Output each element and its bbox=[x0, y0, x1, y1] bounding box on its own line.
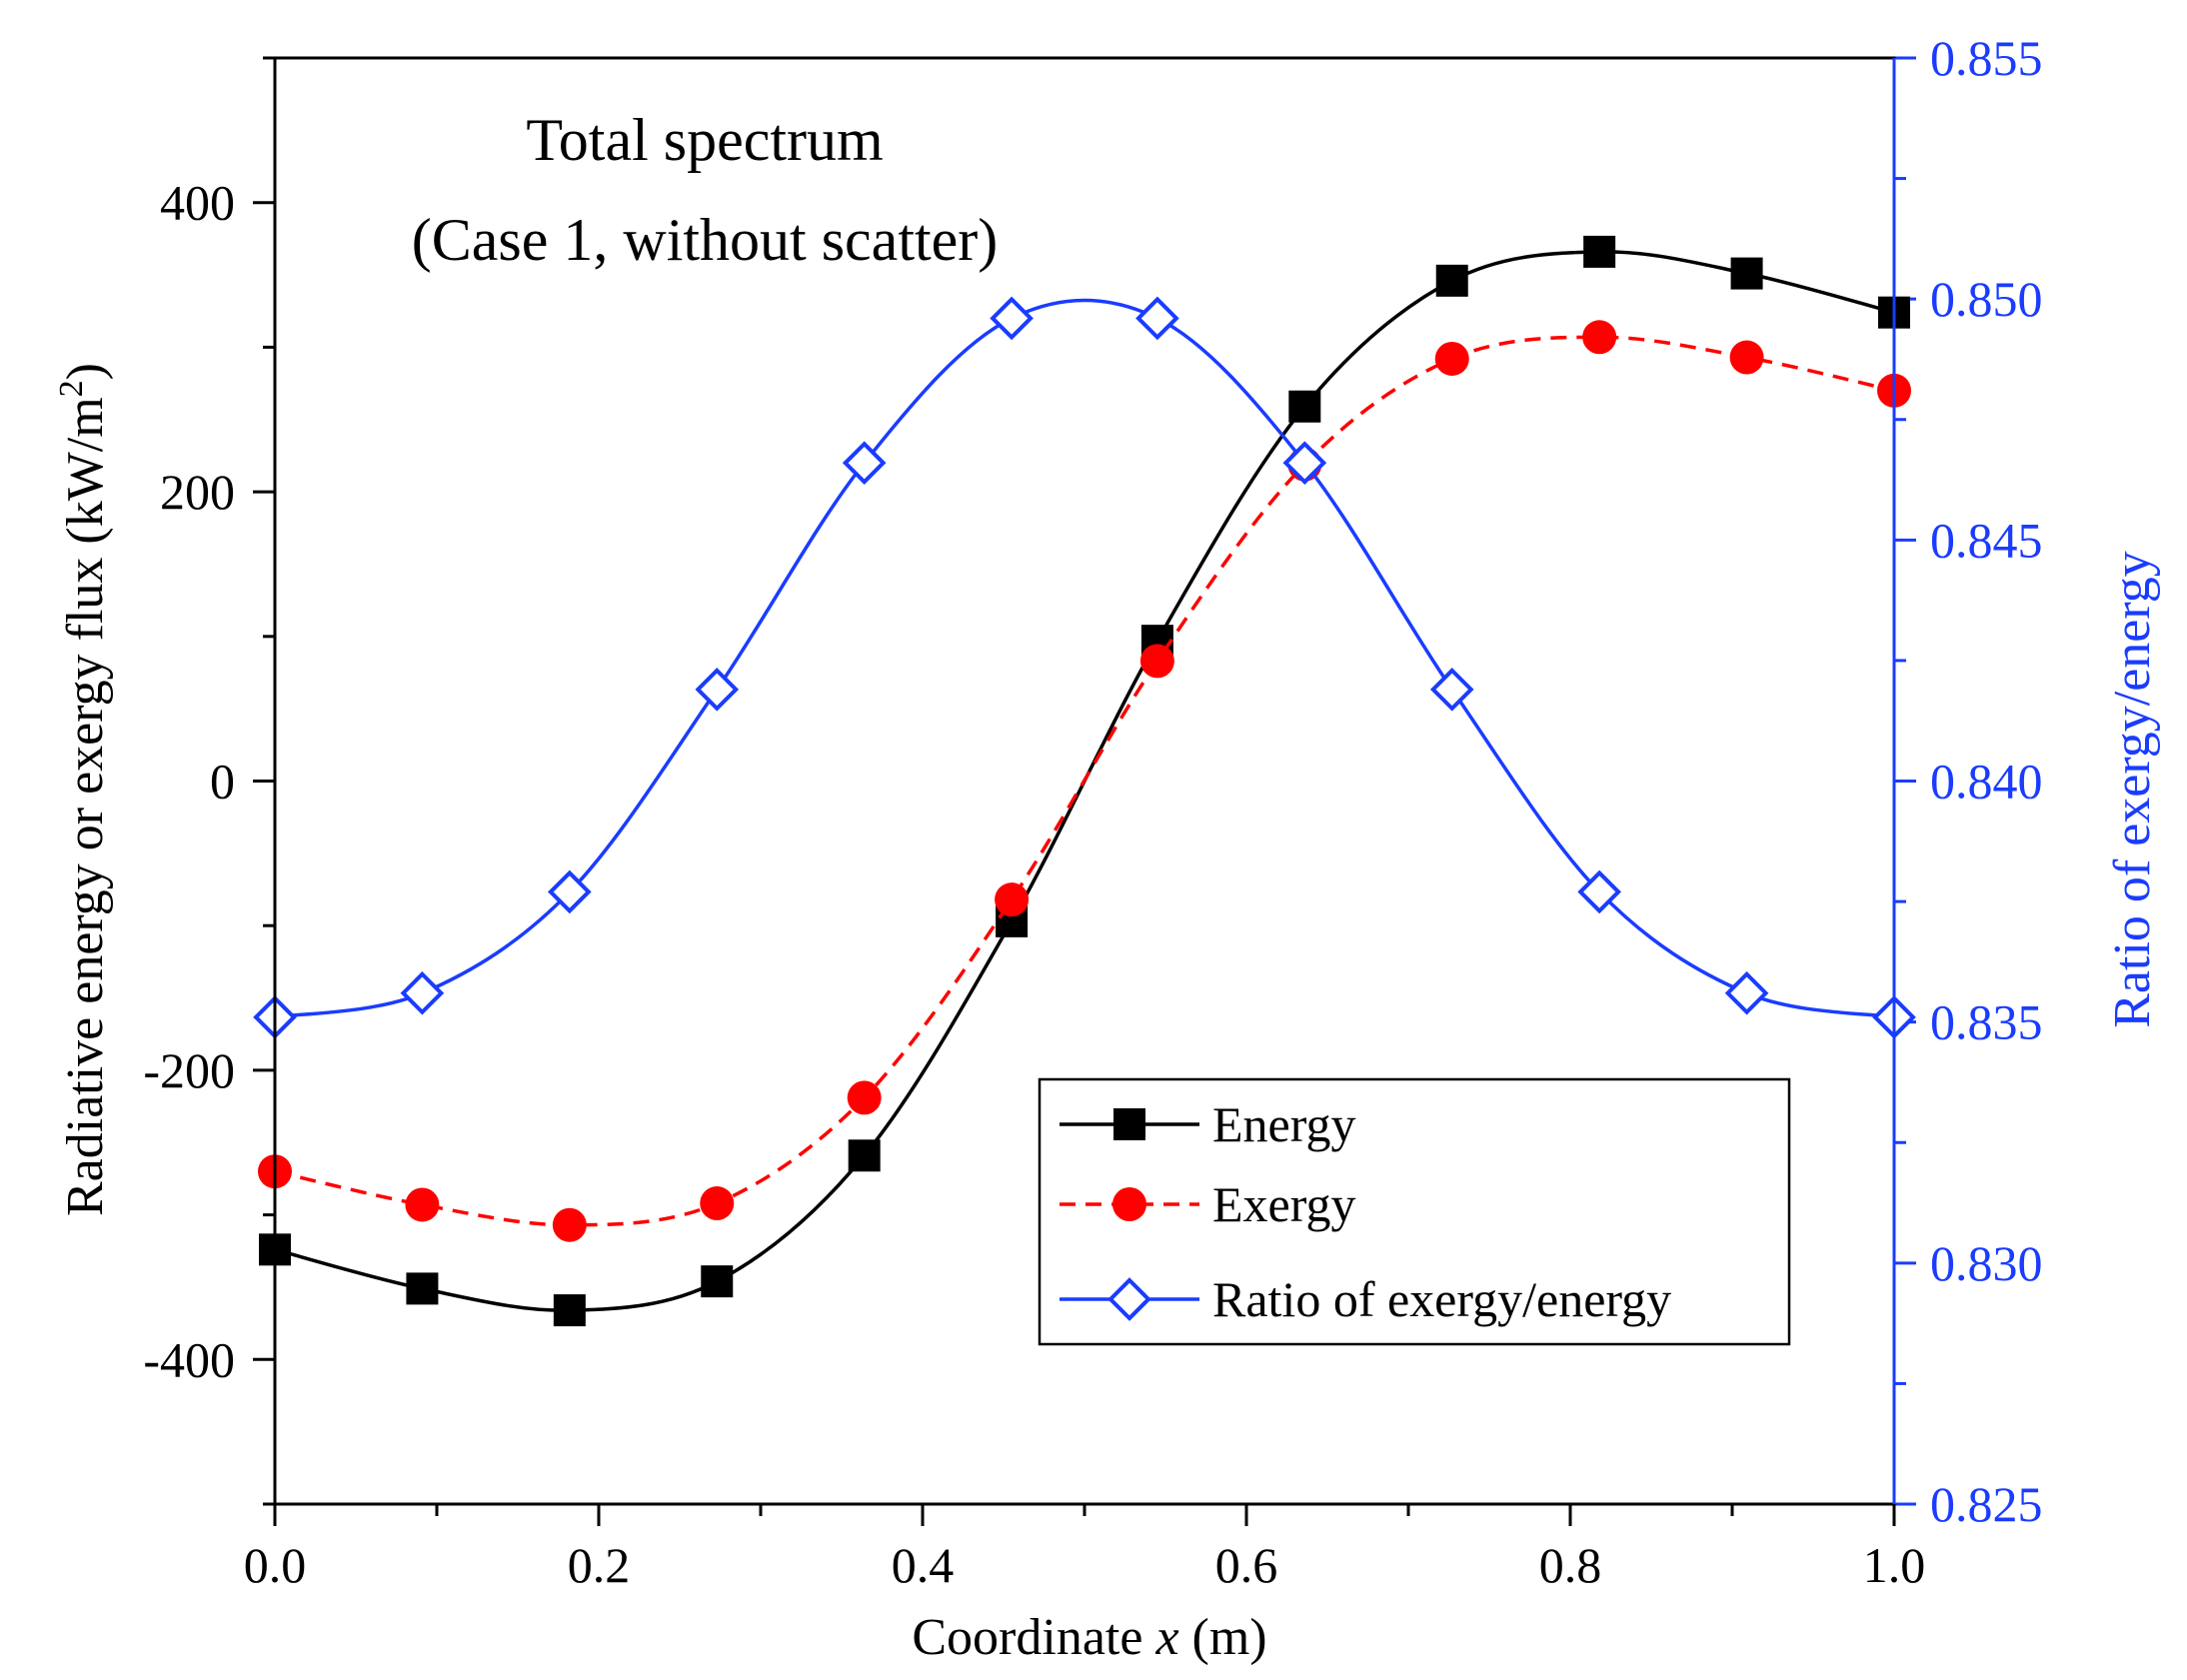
data-point bbox=[1435, 264, 1468, 297]
y2-tick-label: 0.840 bbox=[1930, 754, 2043, 810]
data-point bbox=[406, 1272, 439, 1305]
data-point bbox=[552, 1207, 587, 1242]
data-point bbox=[405, 1187, 440, 1222]
chart-subtitle: (Case 1, without scatter) bbox=[412, 207, 999, 273]
legend-item-energy: Energy bbox=[1060, 1096, 1355, 1152]
data-point bbox=[700, 1186, 735, 1221]
data-point bbox=[1434, 341, 1469, 376]
x-tick-label: 0.8 bbox=[1539, 1537, 1602, 1593]
chart-title: Total spectrum bbox=[526, 107, 883, 173]
data-point bbox=[1288, 390, 1321, 423]
y-axis-title: Radiative energy or exergy flux (kW/m2) bbox=[53, 363, 114, 1216]
x-tick-label: 0.2 bbox=[568, 1537, 631, 1593]
y2-axis-title: Ratio of exergy/energy bbox=[2104, 551, 2161, 1028]
data-point bbox=[1135, 296, 1179, 341]
y-tick-label: 0 bbox=[210, 754, 235, 810]
legend-ratio-marker bbox=[1107, 1277, 1151, 1321]
y2-tick-label: 0.855 bbox=[1930, 30, 2043, 86]
ticks-layer: 0.0 0.2 0.4 0.6 0.8 1.0 -400 -200 0 200 400 0.825 0.… bbox=[143, 30, 2042, 1593]
y2-tick-label: 0.835 bbox=[1930, 994, 2043, 1050]
y-axis-title-sup: 2 bbox=[53, 380, 90, 397]
data-point bbox=[548, 869, 592, 914]
y2-tick-label: 0.850 bbox=[1930, 271, 2043, 327]
data-point bbox=[1730, 257, 1763, 290]
x-axis-title-prefix: Coordinate bbox=[912, 1609, 1155, 1666]
data-point bbox=[995, 882, 1030, 917]
data-point bbox=[400, 970, 445, 1015]
legend-energy-marker bbox=[1113, 1108, 1145, 1140]
x-tick-label: 0.0 bbox=[244, 1537, 307, 1593]
legend-energy-label: Energy bbox=[1212, 1096, 1355, 1152]
x-axis-title: Coordinate x (m) bbox=[912, 1609, 1266, 1666]
data-point bbox=[701, 1265, 734, 1298]
legend-item-exergy: Exergy bbox=[1060, 1176, 1355, 1232]
data-point bbox=[990, 296, 1034, 341]
data-point bbox=[1429, 668, 1474, 712]
data-point bbox=[1582, 320, 1617, 355]
data-point bbox=[553, 1294, 586, 1327]
data-point bbox=[695, 668, 740, 712]
data-point bbox=[1729, 340, 1764, 375]
y-tick-label: 200 bbox=[160, 464, 235, 520]
y2-tick-label: 0.825 bbox=[1930, 1476, 2043, 1532]
data-point bbox=[842, 441, 887, 485]
y-tick-label: -200 bbox=[143, 1042, 235, 1098]
x-tick-label: 1.0 bbox=[1863, 1537, 1926, 1593]
x-axis-title-suffix: (m) bbox=[1179, 1609, 1267, 1666]
y-axis-title-close: ) bbox=[57, 363, 114, 380]
legend-ratio-label: Ratio of exergy/energy bbox=[1212, 1271, 1671, 1327]
data-point bbox=[1282, 441, 1327, 485]
data-point bbox=[1577, 869, 1621, 914]
data-point bbox=[1724, 970, 1769, 1015]
data-point bbox=[1139, 644, 1174, 679]
y2-tick-label: 0.845 bbox=[1930, 512, 2043, 568]
legend-exergy-marker bbox=[1112, 1187, 1146, 1221]
legend-item-ratio: Ratio of exergy/energy bbox=[1060, 1271, 1671, 1327]
x-axis-title-var: x bbox=[1154, 1609, 1178, 1666]
y-axis-title-main: Radiative energy or exergy flux (kW/m bbox=[57, 397, 114, 1216]
data-point bbox=[848, 1139, 881, 1172]
x-tick-label: 0.4 bbox=[892, 1537, 955, 1593]
data-point bbox=[1583, 235, 1616, 268]
legend: Energy Exergy Ratio of exergy/energy bbox=[1038, 1077, 1791, 1346]
legend-exergy-label: Exergy bbox=[1212, 1176, 1355, 1232]
x-tick-label: 0.6 bbox=[1215, 1537, 1278, 1593]
y-tick-label: -400 bbox=[143, 1331, 235, 1387]
y2-tick-label: 0.830 bbox=[1930, 1235, 2043, 1291]
y-tick-label: 400 bbox=[160, 175, 235, 231]
data-point bbox=[847, 1080, 882, 1115]
